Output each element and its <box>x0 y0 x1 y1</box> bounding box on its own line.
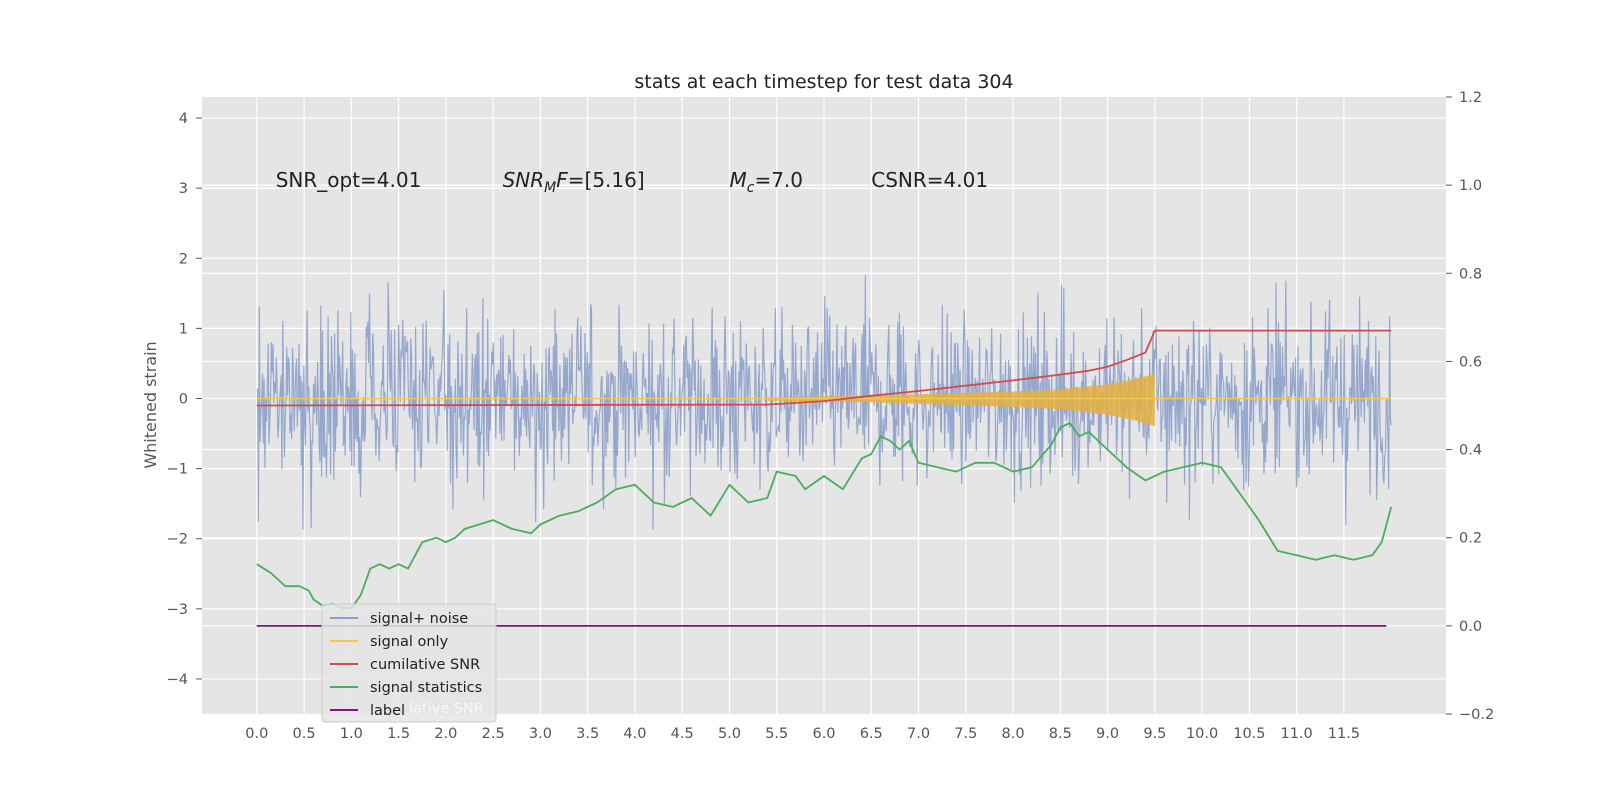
chart-title: stats at each timestep for test data 304 <box>634 71 1013 93</box>
annotation-mc-value: =7.0 <box>754 168 803 192</box>
x-tick-label: 2.5 <box>482 726 505 742</box>
annotation-mc-symbol: M <box>729 168 746 192</box>
x-tick-label: 8.0 <box>1002 726 1025 742</box>
legend-label: signal statistics <box>370 680 482 696</box>
x-tick-label: 6.5 <box>860 726 883 742</box>
legend-label: signal only <box>370 634 449 650</box>
y-right-tick-label: 0.8 <box>1459 266 1482 282</box>
x-tick-label: 0.5 <box>293 726 316 742</box>
y-right-tick-label: 0.0 <box>1459 619 1482 635</box>
annotation-snr-mf-value: =[5.16] <box>568 168 645 192</box>
y-tick-label: 4 <box>179 111 188 127</box>
legend-label: label <box>370 703 405 719</box>
x-tick-label: 4.5 <box>671 726 694 742</box>
y-tick-label: −2 <box>167 532 188 548</box>
x-tick-label: 10.5 <box>1233 726 1265 742</box>
x-tick-label: 1.0 <box>340 726 363 742</box>
y-right-tick-label: 1.0 <box>1459 178 1482 194</box>
y-tick-label: −3 <box>167 602 188 618</box>
y-right-tick-label: 0.4 <box>1459 443 1482 459</box>
y-tick-label: 0 <box>179 391 188 407</box>
x-tick-label: 6.0 <box>812 726 835 742</box>
annotation-snr-mf-symbol: SNR <box>503 168 545 192</box>
x-tick-label: 8.5 <box>1049 726 1072 742</box>
x-tick-label: 5.5 <box>765 726 788 742</box>
legend-items: signal+ noise signal only cumilative SNR si… <box>330 611 482 719</box>
x-tick-label: 5.0 <box>718 726 741 742</box>
axes: 0.0 0.5 1.0 1.5 2.0 2.5 3.0 3.5 4.0 4.5 5.0 5.5 6.0 6… <box>167 90 1495 742</box>
y-axis-label: Whitened strain <box>141 341 160 468</box>
x-tick-label: 1.5 <box>387 726 410 742</box>
x-tick-label: 7.0 <box>907 726 930 742</box>
y-tick-label: −4 <box>167 672 188 688</box>
legend-ghost-text: lative SNR <box>409 701 484 717</box>
y-right-tick-label: 0.6 <box>1459 354 1482 370</box>
x-tick-label: 10.0 <box>1186 726 1218 742</box>
y-right-tick-label: −0.2 <box>1459 707 1494 723</box>
series-signal-only <box>767 373 1155 427</box>
annotations: SNR_opt=4.01 SNRMF=[5.16] Mc=7.0 CSNR=4.… <box>276 168 988 196</box>
annotation-snr-mf-sub: M <box>544 180 556 196</box>
annotation-mc-sub: c <box>747 180 755 196</box>
x-tick-label: 11.5 <box>1328 726 1360 742</box>
x-tick-label: 7.5 <box>954 726 977 742</box>
x-tick-label: 9.0 <box>1096 726 1119 742</box>
x-tick-label: 11.0 <box>1280 726 1312 742</box>
y-tick-label: −1 <box>167 462 188 478</box>
x-tick-label: 3.0 <box>529 726 552 742</box>
y-tick-label: 1 <box>179 321 188 337</box>
legend-box <box>321 603 497 723</box>
x-tick-label: 3.5 <box>576 726 599 742</box>
annotation-snr-mf-f: F <box>556 168 568 192</box>
x-tick-label: 4.0 <box>623 726 646 742</box>
legend-label: signal+ noise <box>370 611 468 627</box>
series-signal-statistics <box>256 422 1393 610</box>
annotation-snr-opt: SNR_opt=4.01 <box>276 168 422 192</box>
legend: lative SNR signal+ noise signal only cumil… <box>321 603 497 723</box>
y-right-tick-label: 0.2 <box>1459 531 1482 547</box>
y-tick-label: 2 <box>179 251 188 267</box>
y-right-tick-label: 1.2 <box>1459 90 1482 106</box>
series-cumulative-snr <box>256 329 1392 407</box>
x-tick-label: 9.5 <box>1143 726 1166 742</box>
series-signal-noise <box>256 275 1392 530</box>
annotation-snr-mf: SNRMF=[5.16] <box>503 168 645 196</box>
y-tick-label: 3 <box>179 181 188 197</box>
annotation-mc: Mc=7.0 <box>729 168 803 196</box>
x-tick-label: 0.0 <box>245 726 268 742</box>
x-tick-label: 2.0 <box>434 726 457 742</box>
legend-label: cumilative SNR <box>370 657 480 673</box>
annotation-csnr: CSNR=4.01 <box>871 168 988 192</box>
